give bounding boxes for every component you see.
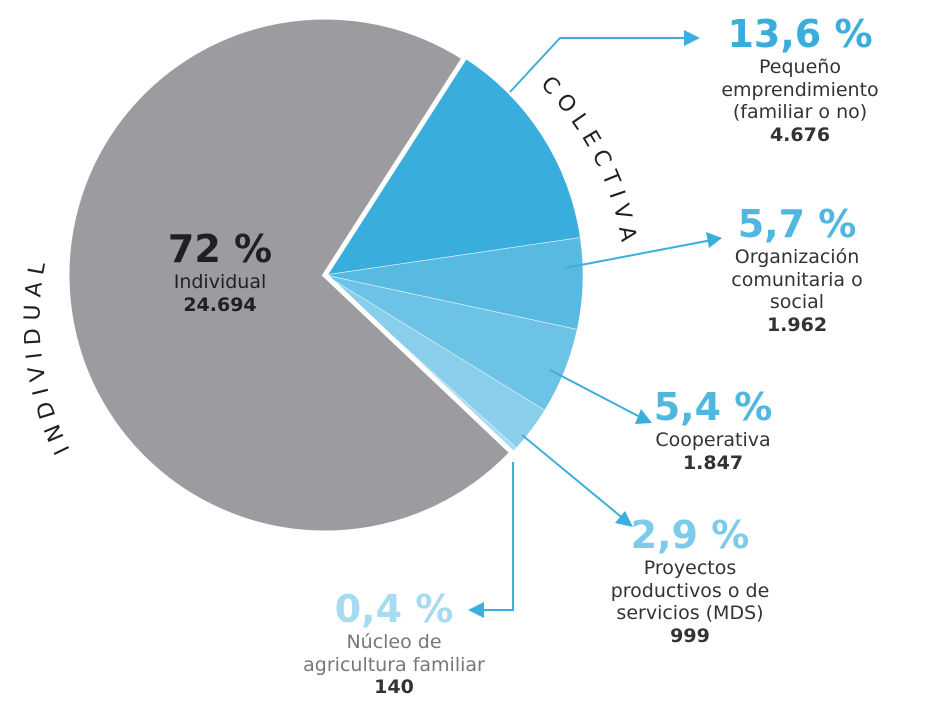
arrowheads bbox=[468, 30, 722, 618]
count-label: 1.962 bbox=[766, 314, 828, 337]
percent-label: 13,6 % bbox=[727, 12, 873, 56]
slice-label: 72 % Individual 24.694 bbox=[167, 227, 273, 316]
percent-label: 72 % bbox=[167, 227, 273, 271]
count-label: 140 bbox=[374, 676, 414, 699]
category-label: Individual bbox=[173, 270, 267, 293]
slice-label: 13,6 % Pequeño emprendimiento (familiar o… bbox=[721, 12, 879, 147]
slice-label: 2,9 % Proyectos productivos o de servicio… bbox=[610, 513, 770, 648]
pie-slice bbox=[324, 57, 581, 276]
percent-label: 2,9 % bbox=[630, 513, 750, 557]
slice-label: 5,4 % Cooperativa 1.847 bbox=[653, 385, 773, 474]
category-label: Organización comunitaria o social bbox=[731, 245, 863, 314]
category-label: Pequeño emprendimiento (familiar o no) bbox=[721, 55, 879, 124]
count-label: 4.676 bbox=[769, 124, 831, 147]
percent-label: 5,7 % bbox=[737, 202, 857, 246]
leader-lines bbox=[478, 37, 713, 611]
percent-label: 0,4 % bbox=[334, 587, 454, 631]
count-label: 999 bbox=[670, 625, 710, 648]
category-label: Cooperativa bbox=[655, 428, 771, 451]
count-label: 24.694 bbox=[183, 293, 257, 316]
pie-slice bbox=[64, 14, 516, 536]
count-label: 1.847 bbox=[682, 451, 744, 474]
category-label: Proyectos productivos o de servicios (MD… bbox=[610, 556, 770, 625]
slice-label: 0,4 % Núcleo de agricultura familiar 140 bbox=[303, 587, 485, 699]
percent-label: 5,4 % bbox=[653, 385, 773, 429]
slice-label: 5,7 % Organización comunitaria o social 1.… bbox=[723, 202, 871, 337]
category-label: Núcleo de agricultura familiar bbox=[303, 630, 485, 676]
